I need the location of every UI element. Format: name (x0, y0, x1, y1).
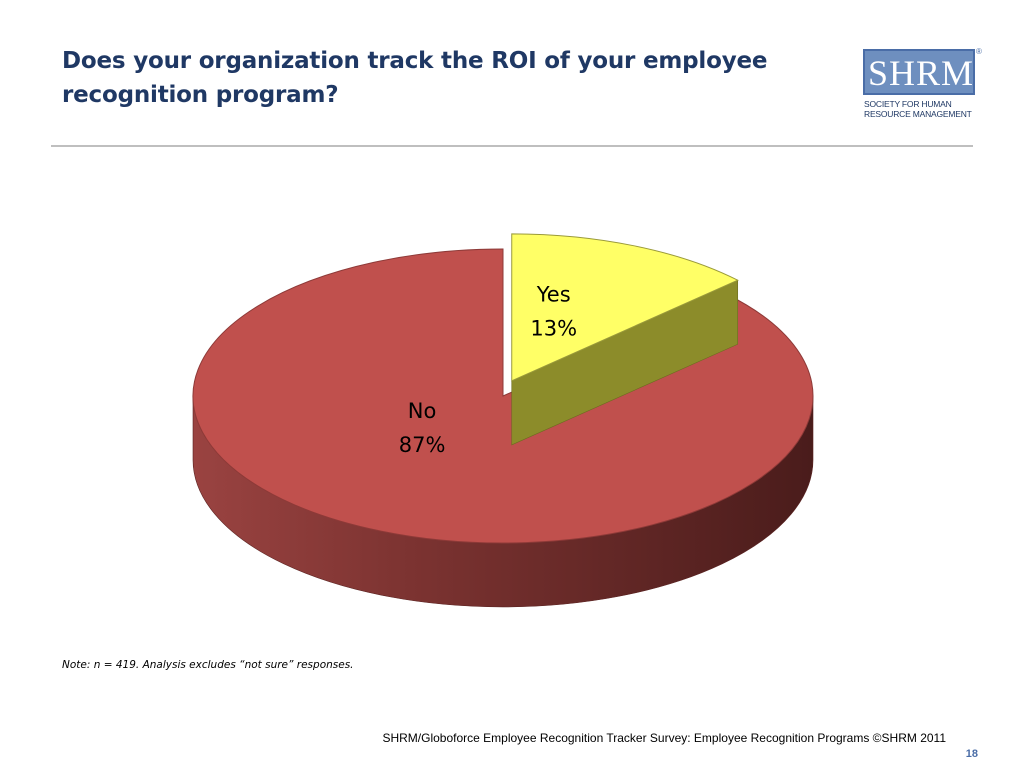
logo-box: SHRM (863, 49, 975, 95)
label-layer: No 87% Yes 13% (399, 282, 577, 457)
logo-subtitle: SOCIETY FOR HUMAN RESOURCE MANAGEMENT (864, 99, 982, 119)
shrm-logo: SHRM ® SOCIETY FOR HUMAN RESOURCE MANAGE… (863, 47, 982, 123)
slice-category-yes: Yes (536, 282, 571, 306)
logo-letters: SHRM (867, 53, 975, 93)
slice-category-no: No (408, 399, 437, 423)
source-citation: SHRM/Globoforce Employee Recognition Tra… (382, 731, 946, 745)
logo-subtitle-line2: RESOURCE MANAGEMENT (864, 109, 972, 119)
slice-label-yes: Yes 13% (530, 282, 577, 340)
title-divider (51, 145, 973, 147)
slice-label-no: No 87% (399, 399, 446, 457)
logo-subtitle-line1: SOCIETY FOR HUMAN (864, 99, 952, 109)
logo-registered-mark: ® (976, 47, 982, 56)
pie-layer (192, 233, 814, 608)
slice-top-yes (511, 233, 739, 382)
slice-value-yes: 13% (530, 316, 577, 340)
slice-top-no (192, 248, 814, 544)
slide-title: Does your organization track the ROI of … (62, 48, 768, 108)
footnote: Note: n = 419. Analysis excludes “not su… (62, 659, 354, 671)
slice-value-no: 87% (399, 433, 446, 457)
page-number: 18 (965, 748, 978, 760)
